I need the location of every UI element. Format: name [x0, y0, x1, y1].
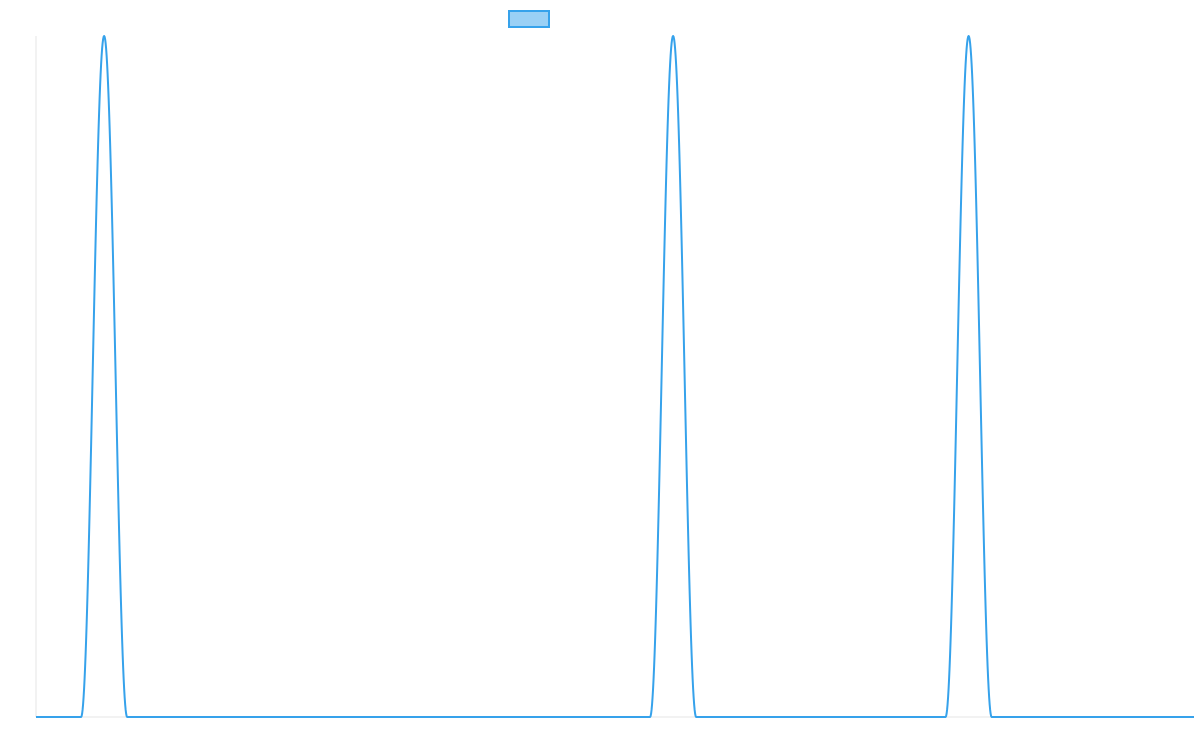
- series-layer: [35, 35, 1195, 718]
- legend-swatch: [508, 10, 550, 28]
- chart-legend[interactable]: [508, 10, 556, 28]
- series-line: [35, 35, 1195, 718]
